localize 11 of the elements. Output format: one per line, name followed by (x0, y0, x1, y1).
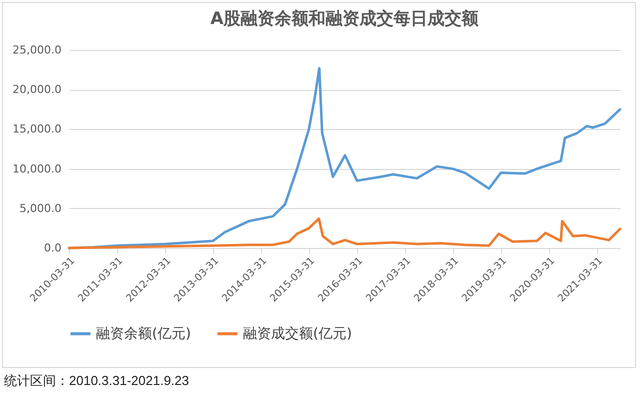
y-tick-label: 20,000.0 (12, 83, 62, 96)
y-tick-label: 5,000.0 (20, 202, 62, 215)
line-series (68, 217, 622, 250)
chart-title: A股融资余额和融资成交每日成交额 (210, 9, 480, 29)
text: 统计区间：2010.3.31-2021.9.23 (4, 372, 189, 390)
y-tick-label: 15,000.0 (12, 122, 62, 136)
y-tick-label: 25,000.0 (12, 44, 62, 56)
legend-label: 融资余额(亿元) (96, 326, 191, 342)
y-tick-label: 0.0 (44, 242, 62, 254)
y-tick-label: 10,000.0 (12, 162, 62, 176)
legend-label: 融资成交额(亿元) (243, 326, 352, 342)
